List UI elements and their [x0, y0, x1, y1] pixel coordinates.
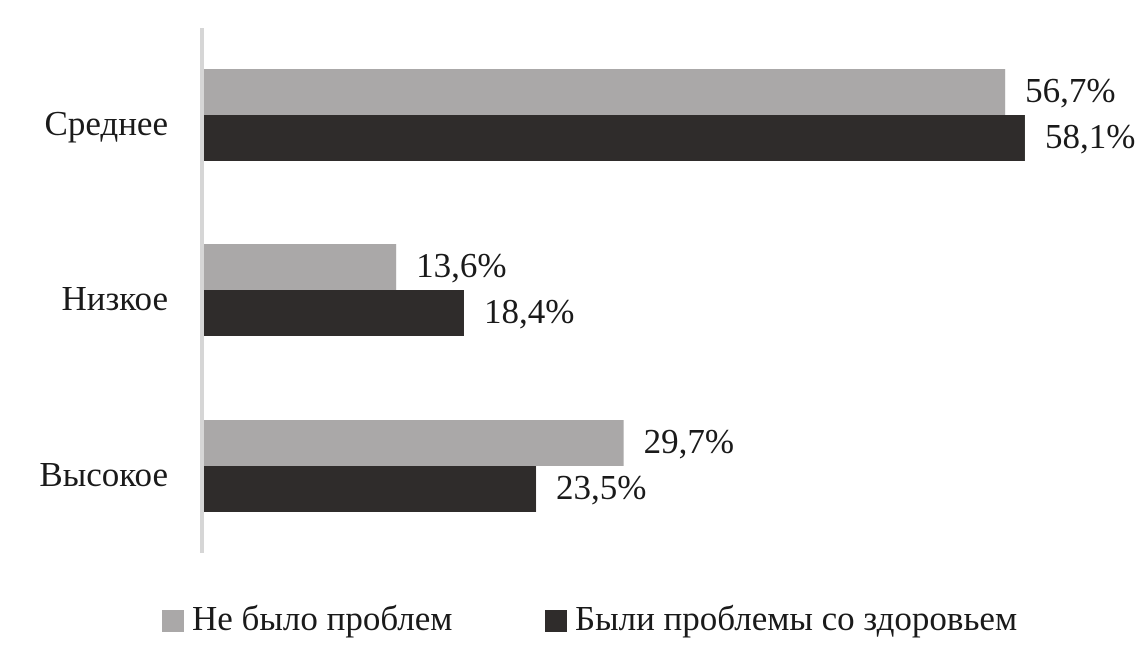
- bars-layer: [204, 69, 1025, 512]
- data-label: 13,6%: [416, 246, 506, 285]
- data-label: 56,7%: [1025, 71, 1115, 110]
- bar-no-problems: [204, 69, 1006, 115]
- legend: Не было проблем Были проблемы со здоровье…: [162, 599, 1017, 638]
- bar-no-problems: [204, 244, 397, 290]
- category-labels-layer: Среднее Низкое Высокое: [39, 104, 168, 494]
- legend-label: Были проблемы со здоровьем: [575, 599, 1017, 638]
- data-label: 18,4%: [484, 292, 574, 331]
- legend-swatch: [162, 610, 184, 632]
- bar-health-problems: [204, 466, 537, 512]
- bar-no-problems: [204, 420, 624, 466]
- bar-health-problems: [204, 290, 464, 336]
- data-label: 23,5%: [556, 468, 646, 507]
- data-label: 29,7%: [644, 422, 734, 461]
- legend-swatch: [545, 610, 567, 632]
- data-label: 58,1%: [1045, 117, 1135, 156]
- bar-health-problems: [204, 115, 1025, 161]
- value-labels-layer: 56,7% 58,1% 13,6% 18,4% 29,7% 23,5%: [416, 71, 1135, 507]
- category-label: Низкое: [61, 279, 168, 318]
- legend-label: Не было проблем: [192, 599, 452, 638]
- category-label: Высокое: [39, 455, 168, 494]
- category-label: Среднее: [44, 104, 168, 143]
